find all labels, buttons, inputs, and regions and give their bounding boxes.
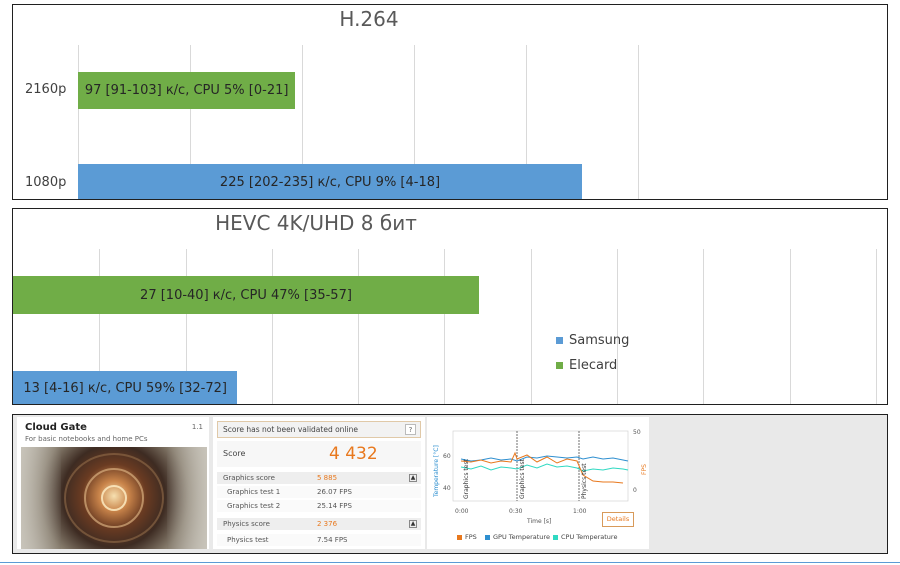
x-axis-label: Time [s] xyxy=(527,518,552,525)
monitoring-graph xyxy=(452,430,629,502)
graphics-score-label: Graphics score xyxy=(223,474,275,482)
y-right-tick-50: 50 xyxy=(633,429,641,436)
gridline xyxy=(530,249,532,404)
y-right-tick-0: 0 xyxy=(633,487,637,494)
legend-swatch xyxy=(457,534,462,540)
gridline xyxy=(99,249,101,404)
details-button[interactable]: Details xyxy=(602,512,634,527)
x-tick-0-30: 0:30 xyxy=(509,508,523,515)
score-row: Score 4 432 xyxy=(217,441,421,467)
gridline xyxy=(703,249,705,404)
gridline xyxy=(414,45,415,199)
legend-item-samsung: Samsung xyxy=(556,333,629,348)
benchmark-screenshot-panel: Cloud Gate For basic notebooks and home … xyxy=(12,414,888,554)
graphics-test-1-value: 26.07 FPS xyxy=(317,488,352,496)
hevc-chart-title: HEVC 4K/UHD 8 бит xyxy=(215,211,417,235)
h264-chart-title: H.264 xyxy=(339,7,399,31)
legend-swatch xyxy=(553,534,558,540)
test-card: Cloud Gate For basic notebooks and home … xyxy=(17,417,209,549)
bar-h264-samsung-1080p: 225 [202-235] к/с, CPU 9% [4-18] xyxy=(78,164,582,199)
collapse-toggle-icon[interactable]: ▲ xyxy=(409,474,417,482)
bar-data-label: 97 [91-103] к/с, CPU 5% [0-21] xyxy=(84,83,289,98)
bar-data-label: 13 [4-16] к/с, CPU 59% [32-72] xyxy=(23,380,227,396)
gridline xyxy=(190,45,191,199)
legend-swatch-elecard xyxy=(556,362,563,369)
graphics-test-2-value: 25.14 FPS xyxy=(317,502,352,510)
y-left-tick-60: 60 xyxy=(443,453,451,460)
physics-score-row[interactable]: Physics score 2 376 ▲ xyxy=(217,518,421,530)
graphics-score-row[interactable]: Graphics score 5 885 ▲ xyxy=(217,472,421,484)
validation-message: Score has not been validated online xyxy=(223,425,358,434)
gridline xyxy=(526,45,527,199)
legend-item-gpu-temperature: GPU Temperature xyxy=(485,533,550,541)
physics-score-label: Physics score xyxy=(223,520,270,528)
graphics-score-value: 5 885 xyxy=(317,474,338,482)
gridline xyxy=(185,249,187,404)
test-name: Cloud Gate xyxy=(25,422,87,433)
physics-test-value: 7.54 FPS xyxy=(317,536,348,544)
y-right-axis-label: FPS xyxy=(641,464,648,475)
bar-data-label: 225 [202-235] к/с, CPU 9% [4-18] xyxy=(219,174,441,190)
help-button[interactable]: ? xyxy=(405,424,416,435)
legend-swatch xyxy=(485,534,490,540)
score-label: Score xyxy=(223,449,246,458)
collapse-toggle-icon[interactable]: ▲ xyxy=(409,520,417,528)
bar-hevc-elecard: 27 [10-40] к/с, CPU 47% [35-57] xyxy=(13,276,479,314)
graphics-test-1-row: Graphics test 1 26.07 FPS xyxy=(217,486,421,498)
score-card: Score has not been validated online ? Sc… xyxy=(213,417,425,549)
test-artwork-image xyxy=(21,447,207,549)
physics-score-value: 2 376 xyxy=(317,520,338,528)
bar-data-label: 27 [10-40] к/с, CPU 47% [35-57] xyxy=(140,287,352,303)
gridline xyxy=(302,45,303,199)
legend-swatch-samsung xyxy=(556,337,563,344)
x-tick-0-00: 0:00 xyxy=(455,508,469,515)
gridline xyxy=(638,45,639,199)
graphics-test-1-label: Graphics test 1 xyxy=(227,488,281,496)
test-subtitle: For basic notebooks and home PCs xyxy=(25,435,148,443)
category-label-2160p: 2160p xyxy=(25,82,67,97)
bar-h264-elecard-2160p: 97 [91-103] к/с, CPU 5% [0-21] xyxy=(78,72,296,109)
physics-test-label: Physics test xyxy=(227,536,269,544)
gridline xyxy=(875,249,877,404)
score-value: 4 432 xyxy=(329,444,378,464)
graphics-test-2-label: Graphics test 2 xyxy=(227,502,281,510)
validation-banner: Score has not been validated online ? xyxy=(217,421,421,438)
legend-label-gpu-temperature: GPU Temperature xyxy=(493,533,550,541)
test-version: 1.1 xyxy=(191,423,203,431)
bar-hevc-samsung: 13 [4-16] к/с, CPU 59% [32-72] xyxy=(13,371,238,404)
legend-label-samsung: Samsung xyxy=(569,333,630,348)
y-left-tick-40: 40 xyxy=(443,485,451,492)
phase-label-graphics-test-2: Graphics test xyxy=(519,459,526,499)
legend-item-cpu-temperature: CPU Temperature xyxy=(553,533,617,541)
phase-label-physics-test: Physics test xyxy=(581,463,588,499)
legend-label-cpu-temperature: CPU Temperature xyxy=(561,533,618,541)
monitoring-card: 60 40 50 0 Temperature [°C] FPS Graphics… xyxy=(427,417,649,549)
gridline xyxy=(78,45,79,199)
physics-test-row: Physics test 7.54 FPS xyxy=(217,534,421,546)
gridline xyxy=(358,249,360,404)
legend-label-elecard: Elecard xyxy=(569,358,618,373)
category-label-1080p: 1080p xyxy=(25,175,67,190)
x-tick-1-00: 1:00 xyxy=(573,508,587,515)
legend-label-fps: FPS xyxy=(465,533,477,541)
gridline xyxy=(789,249,791,404)
graphics-test-2-row: Graphics test 2 25.14 FPS xyxy=(217,500,421,512)
y-left-axis-label: Temperature [°C] xyxy=(433,445,440,497)
phase-label-graphics-test-1: Graphics test xyxy=(463,459,470,499)
legend-item-fps: FPS xyxy=(457,533,477,541)
gridline xyxy=(617,249,619,404)
h264-chart-panel: H.264 2160p 1080p 97 [91-103] к/с, CPU 5… xyxy=(12,4,888,200)
legend-item-elecard: Elecard xyxy=(556,358,617,373)
hevc-chart-panel: HEVC 4K/UHD 8 бит 27 [10-40] к/с, CPU 47… xyxy=(12,208,888,405)
bottom-divider xyxy=(0,562,900,563)
gridline xyxy=(444,249,446,404)
gridline xyxy=(271,249,273,404)
